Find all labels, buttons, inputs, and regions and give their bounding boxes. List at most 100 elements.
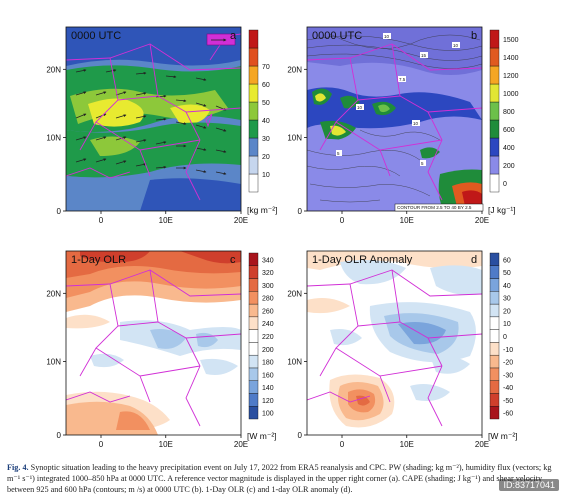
panel-a-unit-label: [kg m⁻²] [247,205,277,215]
panel-a-colorbar-label: 60 [262,82,270,89]
panel-b-colorbar-label: 600 [503,127,515,134]
panel-a-colorbar-segment [248,173,259,193]
panel-a-colorbar-label: 20 [262,154,270,161]
panel-c-colorbar-label: 240 [262,321,274,328]
panel-c-colorbar-segment [248,265,259,279]
panel-d-xtick-label: 20E [475,440,489,449]
caption-text: Synoptic situation leading to the heavy … [7,463,552,494]
panel-b: 10 15 10 7.5 10 10 5 5 [306,26,483,212]
panel-a-xtick-label: 0 [99,216,104,225]
panel-a-colorbar-segment [248,155,259,175]
panel-d-ytick-label: 0 [298,431,303,440]
panel-c-unit-label: [W m⁻²] [247,431,277,441]
panel-a-colorbar-segment [248,29,259,49]
panel-b-contour-note: CONTOUR FROM 2.5 TO 40 BY 2.5 [397,205,472,210]
panel-d-xtick-label: 10E [400,440,414,449]
panel-b-colorbar-label: 1000 [503,91,519,98]
panel-a [65,26,242,212]
panel-b-colorbar-segment [489,137,500,157]
panel-c-xtick-label: 0 [99,440,104,449]
panel-d-colorbar-label: -40 [503,385,513,392]
svg-text:5: 5 [337,151,340,156]
panel-b-title: 0000 UTC [312,30,362,42]
panel-a-letter: a [230,30,237,42]
panel-d-colorbar-segment [489,380,500,394]
panel-b-colorbar-label: 400 [503,145,515,152]
panel-d-colorbar-label: 30 [503,296,511,303]
panel-b-colorbar-segment [489,29,500,49]
panel-c-xtick-label: 10E [159,440,173,449]
panel-c-colorbar-segment [248,316,259,330]
panel-b-colorbar-segment [489,47,500,67]
panel-a-colorbar-segment [248,83,259,103]
panel-d-colorbar-label: 20 [503,308,511,315]
panel-a-colorbar-segment [248,119,259,139]
panel-d-colorbar-label: -30 [503,372,513,379]
panel-a-ytick-label: 10N [46,133,61,142]
panel-c-colorbar-segment [248,329,259,343]
panel-c-colorbar-label: 300 [262,283,274,290]
panel-b-colorbar-segment [489,119,500,139]
panel-d-ytick-label: 20N [287,289,302,298]
panel-d-colorbar-label: -10 [503,347,513,354]
panel-b-colorbar-segment [489,155,500,175]
panel-a-colorbar-segment [248,137,259,157]
panel-b-colorbar-label: 800 [503,109,515,116]
panel-b-xtick-label: 0 [340,216,345,225]
panel-d-colorbar-segment [489,252,500,266]
panel-c-title: 1-Day OLR [71,254,126,266]
panel-a-colorbar-segment [248,101,259,121]
panel-c-map [66,251,241,435]
panel-b-colorbar-label: 200 [503,163,515,170]
panel-b-map: 10 15 10 7.5 10 10 5 5 [307,27,482,211]
svg-text:5: 5 [421,161,424,166]
panel-b-colorbar-label: 0 [503,181,507,188]
panel-d-ytick-label: 10N [287,357,302,366]
panel-d-colorbar-label: 60 [503,257,511,264]
panel-b-colorbar-label: 1500 [503,37,519,44]
panel-c-colorbar-segment [248,393,259,407]
panel-a-title: 0000 UTC [71,30,121,42]
panel-b-xtick-label: 20E [475,216,489,225]
panel-b-unit-label: [J kg⁻¹] [488,205,516,215]
panel-d-colorbar-segment [489,265,500,279]
panel-b-ytick-label: 10N [287,133,302,142]
panel-c-colorbar-label: 280 [262,296,274,303]
panel-c-xtick-label: 20E [234,440,248,449]
panel-d-colorbar-segment [489,291,500,305]
panel-c-colorbar-segment [248,252,259,266]
panel-a-colorbar-segment [248,65,259,85]
panel-d-colorbar-label: 10 [503,321,511,328]
svg-text:10: 10 [453,43,459,48]
panel-d-colorbar-label: 40 [503,283,511,290]
panel-c-colorbar-segment [248,342,259,356]
panel-a-map [66,27,241,211]
panel-b-colorbar-label: 1400 [503,55,519,62]
panel-c-ytick-label: 10N [46,357,61,366]
panel-a-ytick-label: 20N [46,65,61,74]
panel-c-colorbar-label: 220 [262,334,274,341]
panel-b-ytick-label: 0 [298,207,303,216]
panel-c-colorbar-segment [248,278,259,292]
panel-c-colorbar-segment [248,406,259,420]
panel-a-colorbar-label: 30 [262,136,270,143]
panel-c-colorbar-label: 160 [262,372,274,379]
panel-c-colorbar-label: 140 [262,385,274,392]
panel-c-colorbar-segment [248,354,259,369]
panel-c-colorbar-segment [248,291,259,305]
panel-c-colorbar-label: 260 [262,308,274,315]
panel-c-colorbar-label: 320 [262,270,274,277]
panel-d-colorbar-label: 0 [503,334,507,341]
panel-b-xtick-label: 10E [400,216,414,225]
panel-d-xtick-label: 0 [340,440,345,449]
svg-text:10: 10 [413,121,419,126]
svg-text:10: 10 [357,105,363,110]
panel-a-ytick-label: 0 [57,207,62,216]
caption-label: Fig. 4. [7,463,29,472]
panel-d-colorbar-segment [489,278,500,292]
panel-a-colorbar-label: 40 [262,118,270,125]
panel-d-colorbar-segment [489,342,500,356]
panel-b-letter: b [471,30,477,42]
panel-b-colorbar-segment [489,173,500,193]
svg-text:7.5: 7.5 [399,77,406,82]
